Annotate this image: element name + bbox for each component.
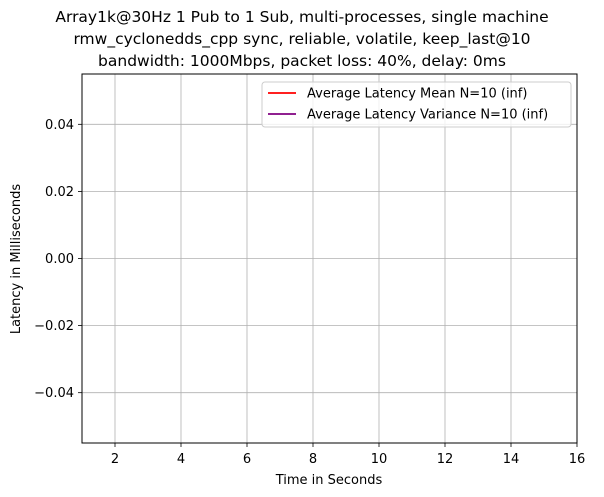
legend-box xyxy=(261,81,572,128)
x-tick-label: 16 xyxy=(569,452,586,467)
y-axis-ticks: 0.04 0.02 0.00 −0.02 −0.04 xyxy=(34,118,82,401)
x-tick-label: 2 xyxy=(111,452,119,467)
legend: Average Latency Mean N=10 (inf) Average L… xyxy=(261,81,572,128)
y-tick-label: 0.00 xyxy=(45,252,74,267)
x-tick-label: 8 xyxy=(309,452,317,467)
legend-label-1: Average Latency Mean N=10 (inf) xyxy=(307,87,527,102)
chart-title-line-2: rmw_cyclonedds_cpp sync, reliable, volat… xyxy=(73,30,531,48)
y-tick-label: −0.02 xyxy=(34,319,74,334)
x-axis-ticks: 2 4 6 8 10 12 14 16 xyxy=(111,443,585,467)
chart-title-line-1: Array1k@30Hz 1 Pub to 1 Sub, multi-proce… xyxy=(55,8,549,26)
grid xyxy=(82,74,578,443)
x-tick-label: 14 xyxy=(503,452,520,467)
x-tick-label: 6 xyxy=(243,452,251,467)
x-axis-label: Time in Seconds xyxy=(275,473,383,488)
y-tick-label: 0.04 xyxy=(45,118,74,133)
chart-title-line-3: bandwidth: 1000Mbps, packet loss: 40%, d… xyxy=(98,52,506,70)
legend-label-2: Average Latency Variance N=10 (inf) xyxy=(307,108,548,123)
y-axis-label: Latency in Milliseconds xyxy=(9,184,24,335)
x-tick-label: 12 xyxy=(437,452,454,467)
x-tick-label: 4 xyxy=(177,452,185,467)
x-tick-label: 10 xyxy=(371,452,388,467)
y-tick-label: 0.02 xyxy=(45,185,74,200)
y-tick-label: −0.04 xyxy=(34,386,74,401)
